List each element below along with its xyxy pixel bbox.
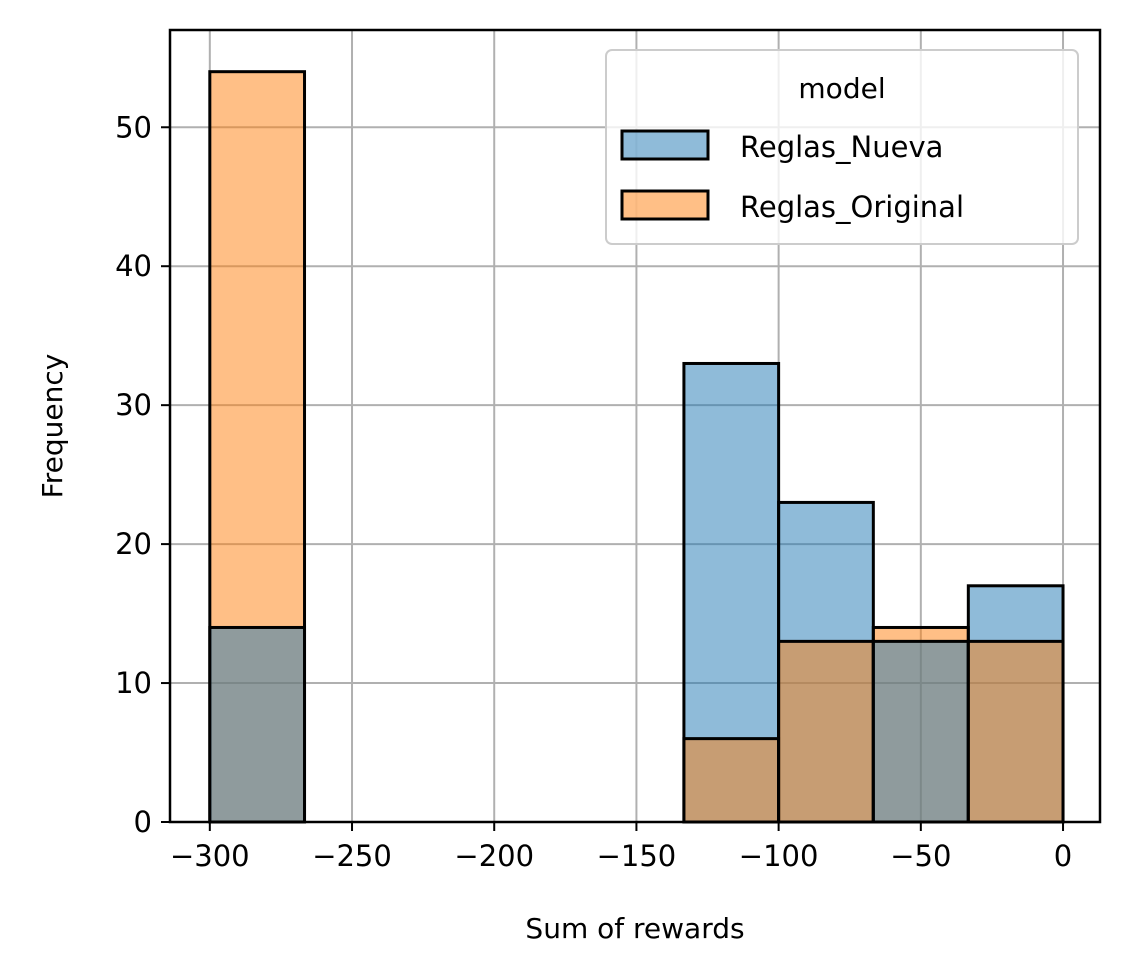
plot-frame — [168, 28, 1102, 824]
legend-swatch-reglas-nueva — [620, 129, 710, 161]
y-axis-label: Frequency — [36, 354, 69, 499]
histogram-bars — [208, 70, 1065, 824]
legend: model Reglas_Nueva Reglas_Original — [605, 49, 1079, 245]
x-tick-label-1: −250 — [312, 839, 392, 873]
x-tick-label-6: 0 — [1054, 839, 1072, 873]
y-tick-label-5: 50 — [115, 110, 152, 144]
bar-reglas-original-bin-8 — [966, 639, 1065, 824]
legend-title: model — [798, 72, 885, 105]
legend-label-reglas-original: Reglas_Original — [740, 190, 964, 224]
x-axis-label: Sum of rewards — [525, 912, 744, 945]
y-tick-label-2: 20 — [115, 527, 152, 561]
x-tick-label-4: −100 — [739, 839, 819, 873]
bar-reglas-nueva-bin-0 — [208, 625, 307, 824]
x-tick-label-5: −50 — [890, 839, 951, 873]
x-tick-label-3: −150 — [597, 839, 677, 873]
axis-ticks: −300 −250 −200 −150 −100 −50 0 0 10 20 30 40 50 — [115, 110, 1072, 873]
bar-reglas-nueva-bin-7 — [871, 639, 970, 824]
x-tick-label-2: −200 — [454, 839, 534, 873]
bar-reglas-original-bin-6 — [777, 639, 875, 824]
legend-swatch-reglas-original — [620, 189, 710, 221]
legend-label-reglas-nueva: Reglas_Nueva — [740, 130, 943, 164]
y-tick-label-0: 0 — [134, 805, 152, 839]
y-tick-label-1: 10 — [115, 666, 152, 700]
y-tick-label-3: 30 — [115, 388, 152, 422]
legend-box — [605, 49, 1079, 245]
y-tick-label-4: 40 — [115, 249, 152, 283]
bar-reglas-original-bin-5 — [682, 737, 781, 824]
x-tick-label-0: −300 — [170, 839, 250, 873]
